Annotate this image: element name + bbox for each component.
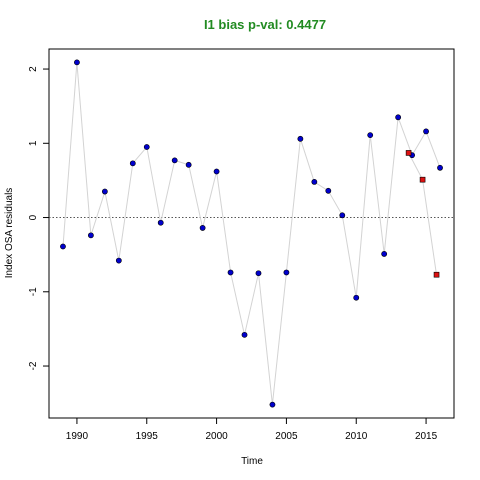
data-point-circle bbox=[283, 269, 290, 276]
data-point-circle bbox=[381, 251, 388, 257]
data-point-circle bbox=[87, 232, 94, 239]
series-connector-line bbox=[62, 62, 441, 405]
data-point-circle bbox=[185, 161, 192, 168]
data-point-circle bbox=[255, 270, 262, 277]
data-point-square bbox=[405, 150, 412, 156]
data-point-circle bbox=[269, 401, 276, 408]
connector-lines bbox=[62, 62, 441, 405]
data-point-circle bbox=[227, 269, 234, 276]
y-tick-label: 2 bbox=[28, 66, 39, 72]
x-axis: 1990 1995 2000 2005 2010 2015 bbox=[66, 418, 438, 442]
data-point-circle bbox=[353, 294, 360, 301]
data-point-circle bbox=[143, 144, 150, 150]
data-point-circle bbox=[367, 132, 374, 139]
x-tick-label: 1990 bbox=[66, 431, 89, 442]
y-tick-label: -1 bbox=[28, 287, 39, 296]
y-tick-label: -2 bbox=[28, 361, 39, 370]
data-point-circle bbox=[101, 188, 108, 195]
x-tick-label: 2010 bbox=[345, 431, 368, 442]
data-point-circle bbox=[157, 219, 164, 226]
y-tick-label: 1 bbox=[28, 140, 39, 146]
data-point-circle bbox=[423, 128, 429, 135]
chart-title: I1 bias p-val: 0.4477 bbox=[204, 17, 326, 32]
data-point-circle bbox=[395, 114, 402, 121]
x-tick-label: 2015 bbox=[415, 431, 438, 442]
data-point-circle bbox=[60, 243, 66, 250]
y-tick-label: 0 bbox=[28, 214, 39, 220]
data-point-circle bbox=[199, 225, 206, 231]
data-point-circle bbox=[437, 164, 443, 171]
data-point-circle bbox=[115, 257, 122, 264]
data-markers bbox=[60, 59, 443, 408]
data-point-square bbox=[419, 176, 426, 183]
x-tick-label: 1995 bbox=[136, 431, 159, 442]
data-point-circle bbox=[129, 160, 136, 167]
x-axis-label: Time bbox=[241, 456, 263, 467]
series-connector-line bbox=[408, 152, 437, 275]
data-point-circle bbox=[171, 157, 178, 164]
data-point-circle bbox=[325, 187, 332, 194]
data-point-circle bbox=[339, 212, 346, 219]
data-point-circle bbox=[241, 331, 248, 338]
data-point-square bbox=[433, 271, 440, 278]
data-point-circle bbox=[74, 59, 80, 66]
data-point-circle bbox=[297, 135, 304, 142]
x-tick-label: 2000 bbox=[205, 431, 228, 442]
y-axis-label: Index OSA residuals bbox=[4, 188, 15, 279]
y-axis: -2 -1 0 1 2 bbox=[28, 66, 49, 370]
data-point-circle bbox=[311, 178, 318, 185]
plot-frame bbox=[48, 48, 455, 419]
data-point-circle bbox=[213, 168, 220, 175]
x-tick-label: 2005 bbox=[275, 431, 298, 442]
